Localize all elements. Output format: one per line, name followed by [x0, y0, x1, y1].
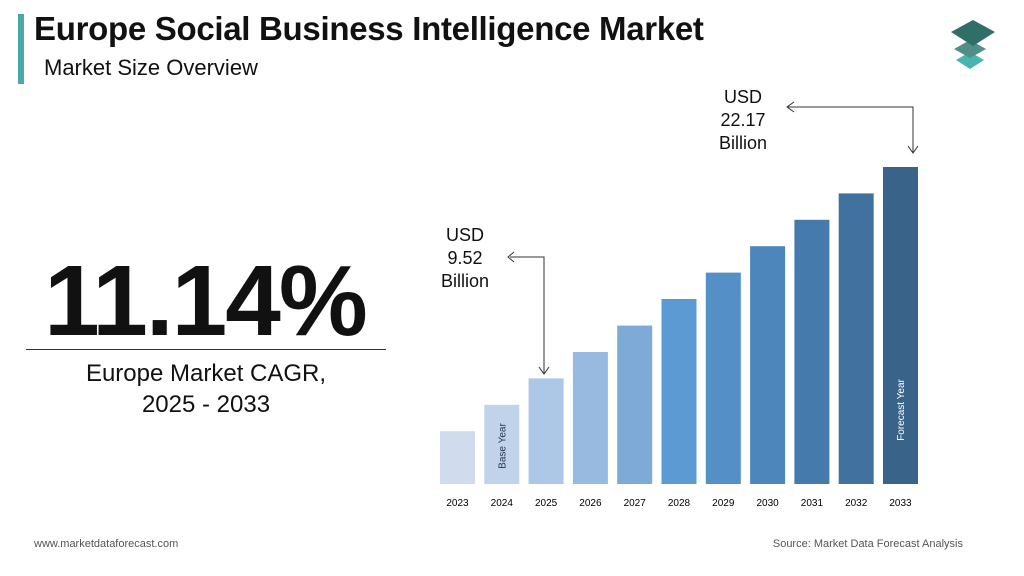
arrowhead	[786, 101, 795, 113]
annotation-2025: USD 9.52 Billion	[420, 224, 510, 293]
bar-2029	[705, 272, 741, 484]
cagr-value: 11.14%	[44, 245, 368, 357]
source-text: Source: Market Data Forecast Analysis	[772, 538, 963, 550]
x-tick-label: 2030	[756, 498, 779, 509]
x-tick-label: 2025	[535, 498, 558, 509]
divider	[26, 349, 386, 350]
x-tick-label: 2026	[579, 498, 602, 509]
x-tick-label: 2029	[712, 498, 735, 509]
x-tick-label: 2024	[491, 498, 514, 509]
bar-2032	[838, 193, 874, 484]
arrowhead	[538, 366, 550, 375]
annotation-arrows	[507, 101, 919, 375]
arrow-2025	[510, 256, 545, 373]
x-tick-label: 2028	[668, 498, 691, 509]
annotation-line: 22.17	[720, 110, 766, 130]
x-tick-label: 2032	[845, 498, 868, 509]
annotation-line: Billion	[718, 133, 768, 153]
arrowhead	[907, 145, 919, 154]
bar-2031	[794, 219, 830, 484]
x-tick-label: 2023	[446, 498, 469, 509]
annotation-2033: USD 22.17 Billion	[698, 86, 788, 155]
annotation-line: 9.52	[447, 248, 483, 268]
annotation-line: USD	[445, 225, 484, 245]
bar-2024	[484, 404, 520, 484]
title-accent-bar	[18, 14, 24, 84]
page-title: Europe Social Business Intelligence Mark…	[34, 10, 704, 47]
cagr-label: Europe Market CAGR, 2025 - 2033	[26, 358, 386, 420]
bar-2023	[440, 431, 475, 484]
bar-2033	[883, 167, 918, 484]
arrow-2033	[788, 106, 914, 152]
bar-label: Forecast Year	[896, 378, 907, 440]
annotation-line: Billion	[440, 271, 490, 291]
bar-2027	[617, 325, 653, 484]
bar-label: Base Year	[497, 423, 508, 469]
cagr-label-line2: 2025 - 2033	[141, 391, 271, 418]
bar-2026	[572, 351, 608, 484]
x-tick-label: 2027	[624, 498, 647, 509]
bar-2025	[528, 378, 564, 484]
logo-icon	[951, 20, 995, 69]
bar-2028	[661, 299, 697, 484]
bar-2030	[750, 246, 786, 484]
website-text: www.marketdataforecast.com	[34, 538, 179, 550]
page-subtitle: Market Size Overview	[44, 55, 258, 80]
cagr-label-line1: Europe Market CAGR,	[85, 360, 327, 387]
x-tick-label: 2031	[801, 498, 824, 509]
arrowhead	[507, 251, 515, 263]
x-tick-label: 2033	[889, 498, 912, 509]
annotation-line: USD	[723, 87, 762, 107]
